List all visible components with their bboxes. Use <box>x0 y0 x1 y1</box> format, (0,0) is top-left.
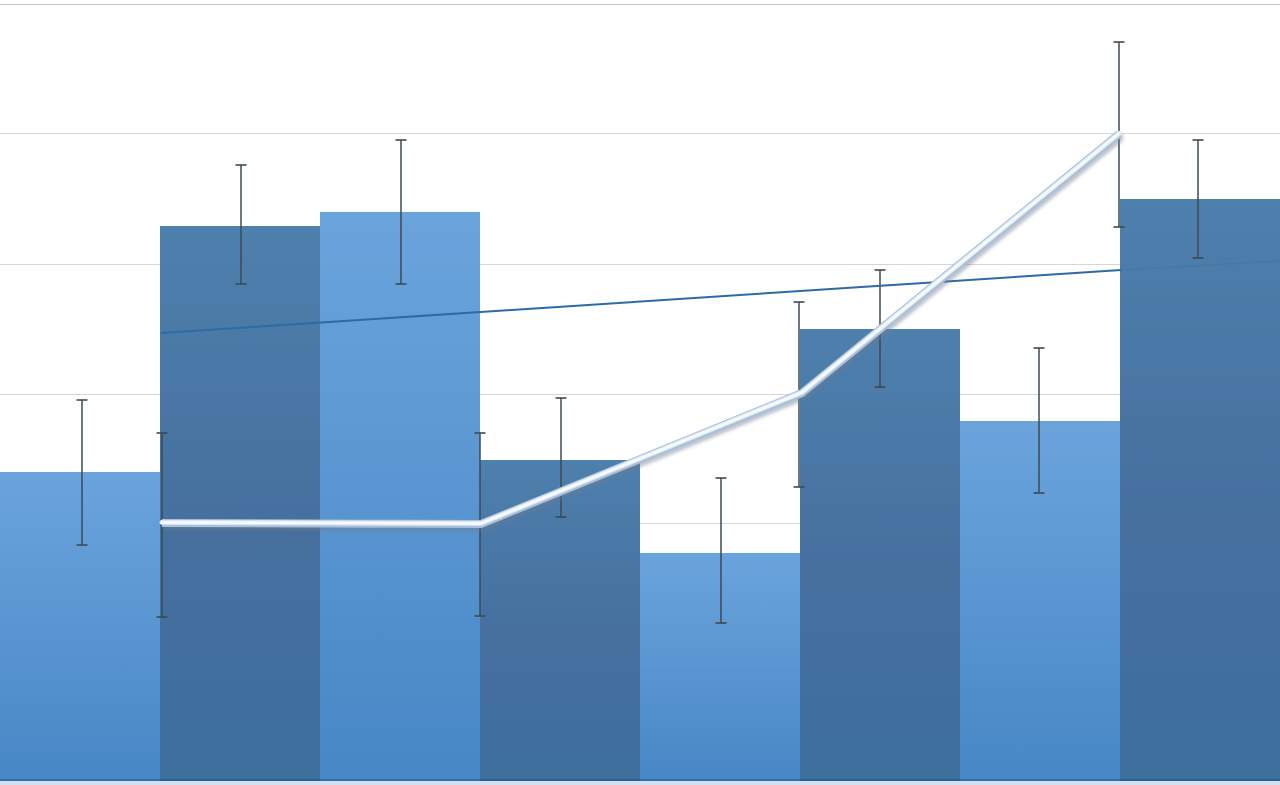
baseline-strip <box>0 781 1280 785</box>
bar-column-6 <box>800 329 960 781</box>
bar-column-4 <box>480 460 640 781</box>
bar-column-2 <box>160 226 320 781</box>
bar-column-3 <box>320 212 480 781</box>
bar-column-7 <box>960 421 1120 781</box>
baseline-shadow <box>0 779 1280 781</box>
gridline <box>0 4 1280 5</box>
bar-column-5 <box>640 553 800 781</box>
gridline <box>0 133 1280 134</box>
bar-column-8 <box>1120 199 1280 781</box>
bar-column-1 <box>0 472 160 781</box>
